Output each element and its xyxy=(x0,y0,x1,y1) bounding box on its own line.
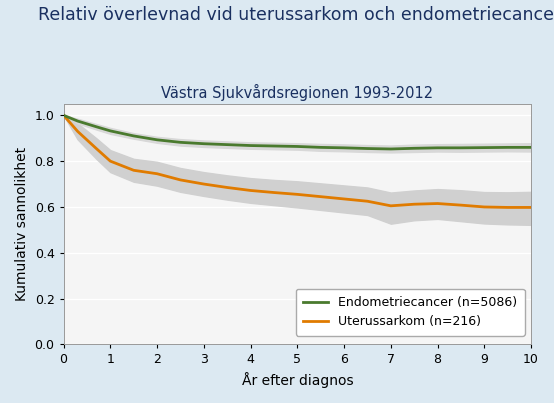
X-axis label: År efter diagnos: År efter diagnos xyxy=(242,372,353,388)
Title: Västra Sjukvårdsregionen 1993-2012: Västra Sjukvårdsregionen 1993-2012 xyxy=(161,84,433,101)
Y-axis label: Kumulativ sannolikhet: Kumulativ sannolikhet xyxy=(15,147,29,301)
Text: Relativ överlevnad vid uterussarkom och endometriecancer: Relativ överlevnad vid uterussarkom och … xyxy=(38,6,554,24)
Legend: Endometriecancer (n=5086), Uterussarkom (n=216): Endometriecancer (n=5086), Uterussarkom … xyxy=(296,289,525,336)
